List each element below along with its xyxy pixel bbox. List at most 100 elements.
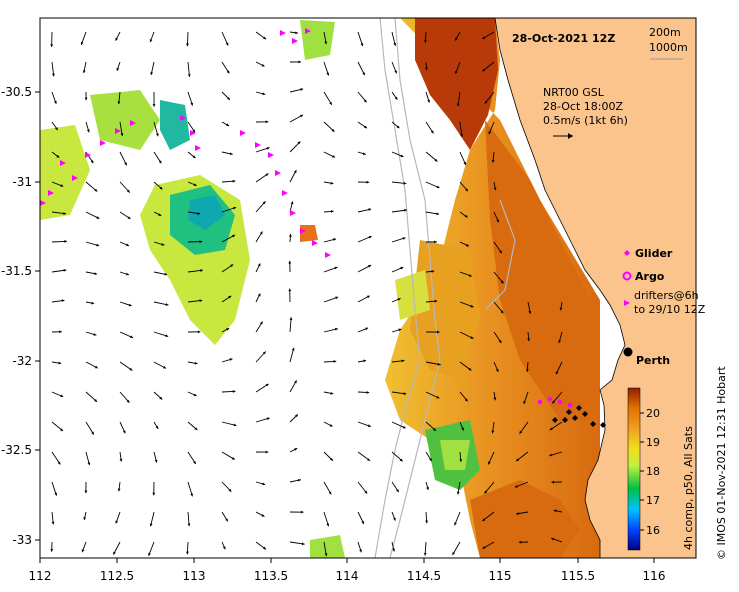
current-arrowhead bbox=[87, 462, 91, 466]
current-arrowhead bbox=[400, 266, 404, 270]
current-arrowhead bbox=[463, 161, 467, 165]
current-arrowhead bbox=[551, 537, 555, 541]
glider-track bbox=[537, 396, 573, 408]
x-axis: 112 112.5 113 113.5 114 114.5 115 115.5 116 bbox=[29, 558, 666, 583]
current-arrowhead bbox=[300, 114, 304, 118]
current-arrowhead bbox=[465, 243, 469, 247]
current-arrowhead bbox=[115, 37, 119, 41]
current-arrowhead bbox=[50, 549, 54, 552]
y-tick-label: -32 bbox=[12, 354, 32, 368]
current-arrowhead bbox=[63, 212, 67, 215]
current-arrowhead bbox=[119, 458, 123, 462]
current-arrowhead bbox=[197, 212, 201, 215]
contour-label-1000m: 1000m bbox=[649, 41, 688, 54]
current-arrowhead bbox=[364, 490, 368, 494]
colorbar-ticks: 16 17 18 19 20 bbox=[640, 407, 660, 537]
current-arrowhead bbox=[324, 41, 328, 45]
current-arrowhead bbox=[199, 240, 203, 244]
current-arrowhead bbox=[464, 398, 468, 402]
current-arrowhead bbox=[423, 552, 427, 556]
current-arrowhead bbox=[331, 128, 335, 132]
current-arrowhead bbox=[294, 380, 297, 384]
current-arrowhead bbox=[404, 208, 407, 212]
current-arrowhead bbox=[525, 369, 529, 372]
current-vectors bbox=[50, 31, 563, 557]
current-arrowhead bbox=[436, 185, 440, 189]
current-arrowhead bbox=[401, 359, 405, 363]
current-arrowhead bbox=[367, 424, 371, 427]
current-arrowhead bbox=[361, 520, 364, 524]
current-arrowhead bbox=[227, 96, 230, 100]
current-arrowhead bbox=[392, 548, 396, 552]
current-arrowhead bbox=[117, 101, 121, 105]
current-arrowhead bbox=[265, 383, 269, 387]
current-arrowhead bbox=[330, 181, 334, 185]
current-arrowhead bbox=[91, 431, 94, 435]
current-arrowhead bbox=[288, 233, 292, 237]
glider-legend-icon bbox=[624, 250, 630, 256]
current-arrowhead bbox=[436, 395, 440, 399]
current-arrowhead bbox=[261, 514, 265, 517]
current-arrowhead bbox=[233, 423, 237, 427]
current-arrowhead bbox=[192, 129, 195, 133]
current-arrowhead bbox=[261, 63, 265, 67]
current-arrowhead bbox=[57, 461, 61, 465]
current-arrowhead bbox=[263, 546, 267, 550]
city-label-perth: Perth bbox=[636, 354, 670, 367]
current-arrowhead bbox=[84, 490, 88, 494]
current-arrowhead bbox=[94, 399, 98, 402]
current-arrowhead bbox=[186, 43, 189, 47]
sst-field bbox=[40, 18, 600, 558]
current-arrowhead bbox=[482, 68, 486, 72]
current-arrowhead bbox=[328, 491, 332, 495]
current-arrowhead bbox=[265, 120, 269, 124]
current-arrowhead bbox=[86, 129, 90, 133]
current-arrowhead bbox=[263, 36, 267, 40]
current-arrowhead bbox=[266, 147, 270, 150]
current-arrowhead bbox=[298, 60, 302, 64]
y-tick-label: -31.5 bbox=[1, 264, 32, 278]
current-arrowhead bbox=[232, 234, 236, 238]
current-arrowhead bbox=[527, 338, 531, 342]
current-arrowhead bbox=[465, 188, 468, 192]
current-arrowhead bbox=[456, 103, 460, 107]
current-arrowhead bbox=[91, 301, 95, 305]
current-arrowhead bbox=[96, 243, 100, 247]
current-arrowhead bbox=[60, 428, 63, 432]
x-tick-label: 113.5 bbox=[254, 569, 288, 583]
current-arrowhead bbox=[399, 458, 403, 462]
current-arrowhead bbox=[333, 238, 337, 241]
current-arrowhead bbox=[330, 210, 334, 213]
current-arrowhead bbox=[332, 154, 336, 158]
current-arrowhead bbox=[265, 173, 269, 177]
current-arrowhead bbox=[393, 517, 396, 521]
current-arrowhead bbox=[436, 212, 440, 216]
x-tick-label: 116 bbox=[643, 569, 666, 583]
current-arrowhead bbox=[433, 427, 436, 431]
current-time: 28-Oct 18:00Z bbox=[543, 100, 623, 113]
current-arrowhead bbox=[165, 334, 169, 338]
current-arrowhead bbox=[366, 391, 370, 394]
current-arrowhead bbox=[326, 72, 330, 76]
current-arrowhead bbox=[259, 231, 263, 235]
current-arrowhead bbox=[326, 523, 330, 527]
current-arrowhead bbox=[430, 130, 434, 134]
current-arrowhead bbox=[60, 184, 64, 187]
current-arrowhead bbox=[551, 480, 555, 484]
argo-legend-icon bbox=[622, 271, 632, 281]
current-arrowhead bbox=[437, 362, 441, 366]
current-arrowhead bbox=[362, 72, 365, 76]
current-arrowhead bbox=[294, 448, 298, 451]
current-arrowhead bbox=[230, 264, 234, 268]
current-arrowhead bbox=[434, 158, 438, 162]
current-arrowhead bbox=[164, 272, 168, 276]
current-arrowhead bbox=[300, 88, 304, 91]
current-arrowhead bbox=[461, 427, 464, 431]
current-arrowhead bbox=[54, 100, 57, 104]
argo-floats bbox=[552, 405, 606, 428]
current-arrowhead bbox=[330, 391, 334, 395]
current-arrowhead bbox=[468, 274, 472, 277]
current-arrowhead bbox=[294, 414, 298, 418]
current-arrowhead bbox=[226, 328, 230, 331]
